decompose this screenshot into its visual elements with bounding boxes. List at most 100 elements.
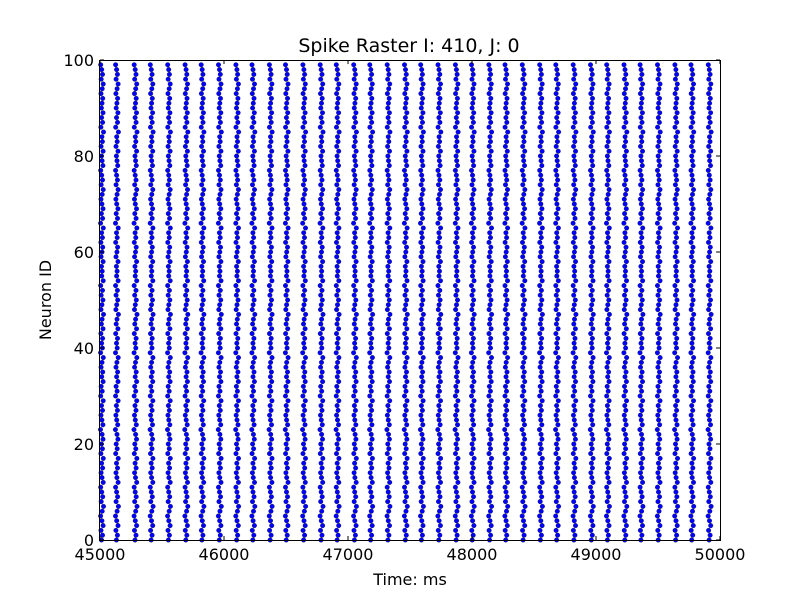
spike-point <box>420 225 426 231</box>
spike-point <box>504 206 510 212</box>
spike-point <box>689 359 695 365</box>
spike-point <box>438 311 444 317</box>
spike-point <box>470 215 476 221</box>
spike-point <box>420 206 426 212</box>
spike-point <box>166 115 172 121</box>
spike-point <box>437 407 443 413</box>
spike-point <box>502 513 508 519</box>
spike-point <box>184 407 190 413</box>
spike-point <box>301 172 307 178</box>
spike-point <box>521 417 526 423</box>
spike-point <box>166 134 172 140</box>
spike-point <box>705 484 711 490</box>
spike-point <box>166 201 172 207</box>
spike-point <box>384 451 390 457</box>
spike-point <box>302 297 308 303</box>
spike-point <box>589 268 595 274</box>
spike-point <box>402 321 408 327</box>
spike-point <box>284 249 290 255</box>
spike-point <box>184 71 190 77</box>
spike-point <box>302 215 308 221</box>
spike-point <box>520 172 526 178</box>
spike-point <box>235 345 240 351</box>
spike-point <box>320 479 326 485</box>
spike-point <box>385 475 391 481</box>
spike-point <box>183 417 189 423</box>
spike-point <box>367 484 373 490</box>
spike-point <box>266 283 272 289</box>
spike-point <box>672 167 678 173</box>
spike-point <box>488 345 493 351</box>
spike-point <box>640 503 646 509</box>
spike-point <box>149 465 155 471</box>
spike-point <box>268 518 273 524</box>
spike-point <box>198 124 204 130</box>
spike-point <box>267 263 273 269</box>
spike-point <box>302 446 307 452</box>
spike-point <box>689 67 695 73</box>
spike-point <box>624 479 629 485</box>
spike-point <box>251 335 257 341</box>
spike-point <box>251 345 257 351</box>
spike-point <box>521 249 527 255</box>
spike-point <box>538 201 544 207</box>
spike-point <box>215 513 221 519</box>
spike-point <box>351 182 357 188</box>
spike-point <box>184 148 190 154</box>
spike-point <box>622 383 627 389</box>
spike-point <box>691 311 697 317</box>
y-tick-label: 20 <box>74 435 94 454</box>
spike-point <box>336 225 342 231</box>
spike-point <box>402 105 408 111</box>
spike-point <box>267 91 273 97</box>
spike-point <box>302 436 308 442</box>
spike-point <box>454 302 459 308</box>
spike-point <box>148 470 154 476</box>
spike-point <box>150 206 156 212</box>
spike-point <box>249 283 255 289</box>
spike-point <box>336 259 342 265</box>
spike-point <box>539 422 545 428</box>
spike-point <box>419 115 424 121</box>
spike-point <box>132 76 138 82</box>
spike-point <box>269 81 275 87</box>
spike-point <box>437 86 442 92</box>
spike-point <box>166 86 172 92</box>
spike-point <box>300 254 306 260</box>
spike-point <box>674 71 680 77</box>
spike-point <box>502 350 508 356</box>
spike-point <box>691 355 697 361</box>
spike-point <box>182 364 188 370</box>
spike-point <box>639 388 645 394</box>
spike-point <box>639 422 645 428</box>
spike-point <box>150 503 156 509</box>
spike-point <box>166 71 172 77</box>
spike-point <box>235 81 241 87</box>
spike-point <box>284 158 290 164</box>
spike-point <box>100 95 106 101</box>
spike-point <box>252 503 258 509</box>
spike-point <box>149 244 155 250</box>
spike-point <box>637 196 643 202</box>
spike-point <box>502 484 508 490</box>
spike-point <box>419 407 425 413</box>
spike-point <box>150 379 156 385</box>
spike-point <box>454 431 460 437</box>
spike-point <box>334 172 340 178</box>
spike-point <box>471 244 476 250</box>
spike-point <box>590 225 596 231</box>
spike-point <box>706 273 712 279</box>
spike-point <box>100 465 106 471</box>
spike-point <box>403 518 409 524</box>
spike-point <box>553 527 559 533</box>
spike-point <box>100 479 106 485</box>
spike-point <box>673 191 679 197</box>
spike-point <box>624 455 630 461</box>
spike-point <box>708 355 714 361</box>
spike-point <box>218 129 224 135</box>
spike-point <box>269 259 275 265</box>
spike-point <box>418 331 424 337</box>
spike-point <box>488 206 494 212</box>
spike-point <box>333 484 339 490</box>
spike-point <box>336 503 342 509</box>
